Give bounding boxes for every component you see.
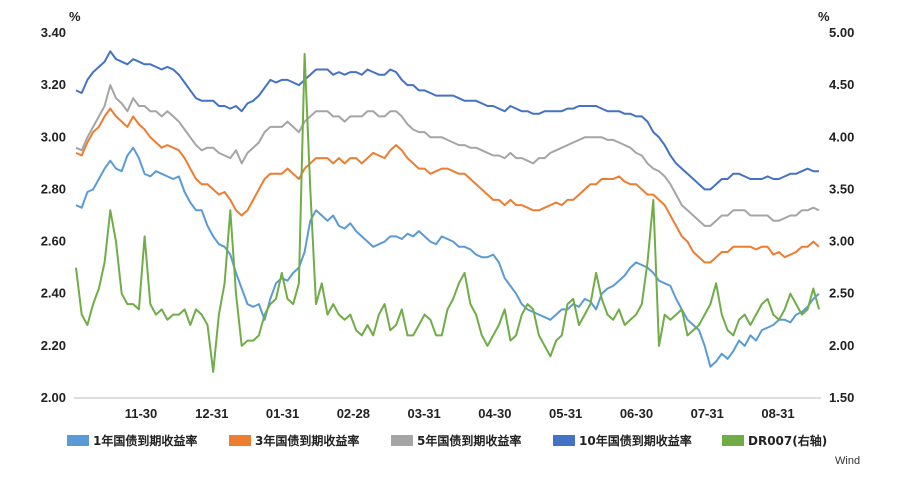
series-line: [75, 146, 820, 368]
left-axis-ticks: 2.00 2.20 2.40 2.60 2.80 3.00 3.20 3.40: [41, 25, 66, 405]
right-axis-tick-label: 1.50: [829, 390, 854, 405]
left-axis-tick-label: 2.20: [41, 338, 66, 353]
right-axis-tick-label: 4.50: [829, 77, 854, 92]
right-axis-tick-label: 3.00: [829, 234, 854, 249]
source-label: Wind: [835, 455, 860, 467]
series-line: [75, 52, 820, 373]
legend-label: 5年国债到期收益率: [417, 433, 521, 448]
left-axis-tick-label: 2.60: [41, 234, 66, 249]
x-axis-tick-label: 07-31: [691, 406, 724, 421]
left-axis-tick-label: 2.80: [41, 181, 66, 196]
right-axis-tick-label: 5.00: [829, 25, 854, 40]
legend-swatch: [553, 435, 575, 446]
right-axis-tick-label: 3.50: [829, 181, 854, 196]
legend-swatch: [391, 435, 413, 446]
left-axis-tick-label: 2.40: [41, 286, 66, 301]
left-axis-tick-label: 2.00: [41, 390, 66, 405]
legend-label: DR007(右轴): [748, 433, 827, 448]
series-line: [75, 107, 820, 264]
x-axis-tick-label: 11-30: [125, 406, 158, 421]
right-axis-ticks: 1.50 2.00 2.50 3.00 3.50 4.00 4.50 5.00: [829, 25, 854, 405]
x-axis-tick-label: 04-30: [478, 406, 511, 421]
legend: 1年国债到期收益率 3年国债到期收益率 5年国债到期收益率 10年国债到期收益率 DR0…: [67, 433, 827, 448]
legend-swatch: [67, 435, 89, 446]
series-line: [75, 84, 820, 227]
legend-swatch: [722, 435, 744, 446]
series-lines: [75, 50, 820, 373]
right-axis-tick-label: 2.00: [829, 338, 854, 353]
right-axis-tick-label: 4.00: [829, 129, 854, 144]
left-axis-tick-label: 3.00: [41, 129, 66, 144]
left-axis-tick-label: 3.40: [41, 25, 66, 40]
x-axis-ticks: 11-30 12-31 01-31 02-28 03-31 04-30 05-31 06-30…: [125, 406, 795, 421]
x-axis-tick-label: 01-31: [266, 406, 299, 421]
right-axis-tick-label: 2.50: [829, 286, 854, 301]
x-axis-tick-label: 08-31: [761, 406, 794, 421]
legend-label: 1年国债到期收益率: [93, 433, 197, 448]
legend-swatch: [229, 435, 251, 446]
x-axis-tick-label: 03-31: [407, 406, 440, 421]
left-axis-unit: %: [69, 9, 81, 24]
x-axis-tick-label: 06-30: [620, 406, 653, 421]
legend-label: 10年国债到期收益率: [579, 433, 692, 448]
legend-label: 3年国债到期收益率: [255, 433, 359, 448]
x-axis-tick-label: 05-31: [549, 406, 582, 421]
x-axis-tick-label: 12-31: [195, 406, 228, 421]
series-line: [75, 50, 819, 191]
right-axis-unit: %: [818, 9, 830, 24]
x-axis-tick-label: 02-28: [337, 406, 370, 421]
left-axis-tick-label: 3.20: [41, 77, 66, 92]
